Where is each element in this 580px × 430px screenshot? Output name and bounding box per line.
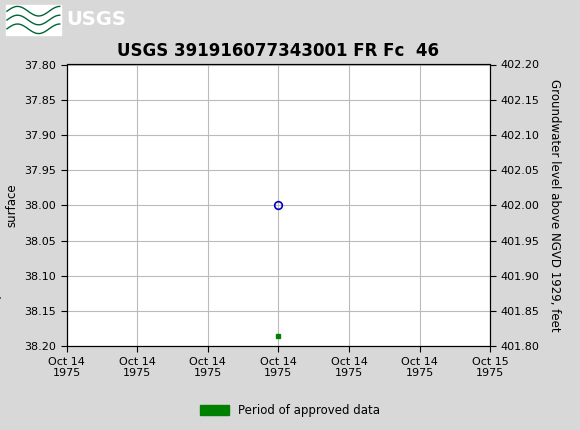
Bar <box>6 5 61 35</box>
Title: USGS 391916077343001 FR Fc  46: USGS 391916077343001 FR Fc 46 <box>117 42 440 60</box>
Text: USGS: USGS <box>67 10 126 30</box>
Y-axis label: Depth to water level, feet below land
surface: Depth to water level, feet below land su… <box>0 95 19 316</box>
Legend: Period of approved data: Period of approved data <box>195 399 385 422</box>
Y-axis label: Groundwater level above NGVD 1929, feet: Groundwater level above NGVD 1929, feet <box>548 79 561 332</box>
